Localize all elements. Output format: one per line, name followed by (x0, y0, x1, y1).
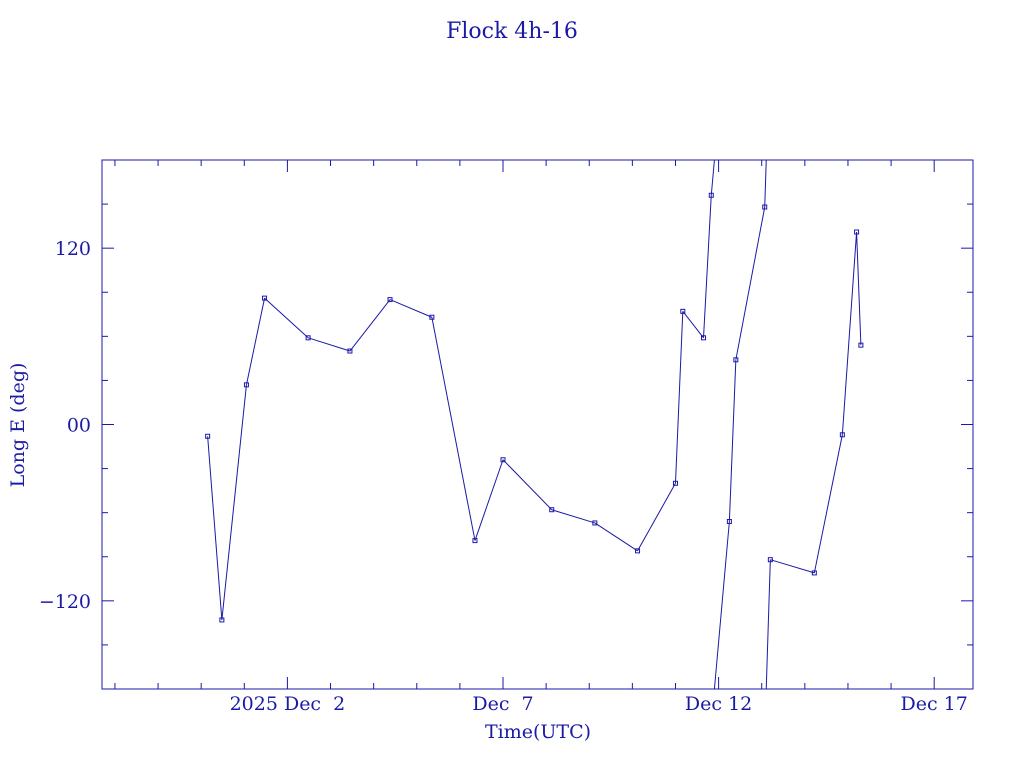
series-line (710, 159, 715, 196)
data-point (262, 295, 268, 301)
series-line (474, 459, 504, 541)
series-line (502, 459, 553, 511)
data-point (219, 617, 225, 623)
data-point (708, 192, 714, 198)
x-tick-label: Dec 12 (685, 693, 752, 715)
series-line (713, 521, 730, 690)
x-tick-labels: 2025 Dec 2 Dec 7 Dec 12 Dec 17 (230, 693, 968, 715)
data-point (672, 480, 678, 486)
data-point (839, 432, 845, 438)
plot-frame (101, 159, 974, 690)
data-point (243, 382, 249, 388)
series-line (349, 299, 391, 352)
series-line (735, 206, 766, 360)
data-point (635, 548, 641, 554)
data-point (205, 433, 211, 439)
data-point (858, 342, 864, 348)
series-line (674, 311, 684, 484)
data-point (733, 357, 739, 363)
series-line (682, 311, 704, 339)
series-line (389, 299, 433, 318)
series-line (841, 231, 858, 435)
y-axis-label: Long E (deg) (7, 363, 29, 488)
data-point (347, 348, 353, 354)
data-point (387, 297, 393, 303)
data-point (680, 308, 686, 314)
series-line (264, 297, 309, 339)
data-point (701, 335, 707, 341)
series-line (307, 337, 351, 352)
chart-title: Flock 4h-16 (446, 19, 578, 44)
x-tick-label: Dec 17 (901, 693, 968, 715)
series-line (813, 434, 843, 574)
series-line (245, 298, 266, 385)
series-line (551, 509, 595, 524)
data-point (762, 204, 768, 210)
series-line (703, 195, 712, 338)
series-line (221, 384, 247, 620)
data-point (305, 335, 311, 341)
y-tick-label: 00 (67, 415, 91, 437)
series-line (594, 522, 638, 552)
series-line (856, 231, 862, 346)
data-point (472, 538, 478, 544)
data-point (726, 518, 732, 524)
data-point (767, 557, 773, 563)
series-line (728, 359, 737, 522)
y-tick-labels: 120 00 −120 (39, 238, 91, 613)
axis-ticks (102, 160, 973, 689)
y-tick-label: −120 (39, 591, 91, 613)
data-point (549, 507, 555, 513)
x-tick-label: Dec 7 (472, 693, 533, 715)
series-line (637, 483, 676, 552)
y-tick-label: 120 (55, 238, 91, 260)
series-line (770, 559, 815, 574)
x-tick-label: 2025 Dec 2 (230, 693, 346, 715)
data-point (592, 520, 598, 526)
series-line (764, 159, 767, 208)
data-point (429, 314, 435, 320)
data-point (811, 570, 817, 576)
x-axis-label: Time(UTC) (485, 721, 591, 743)
data-point (500, 457, 506, 463)
data-point (854, 229, 860, 235)
series-line (431, 317, 476, 541)
series-line (765, 559, 771, 690)
series-layer (205, 159, 864, 690)
series-line (207, 436, 223, 620)
